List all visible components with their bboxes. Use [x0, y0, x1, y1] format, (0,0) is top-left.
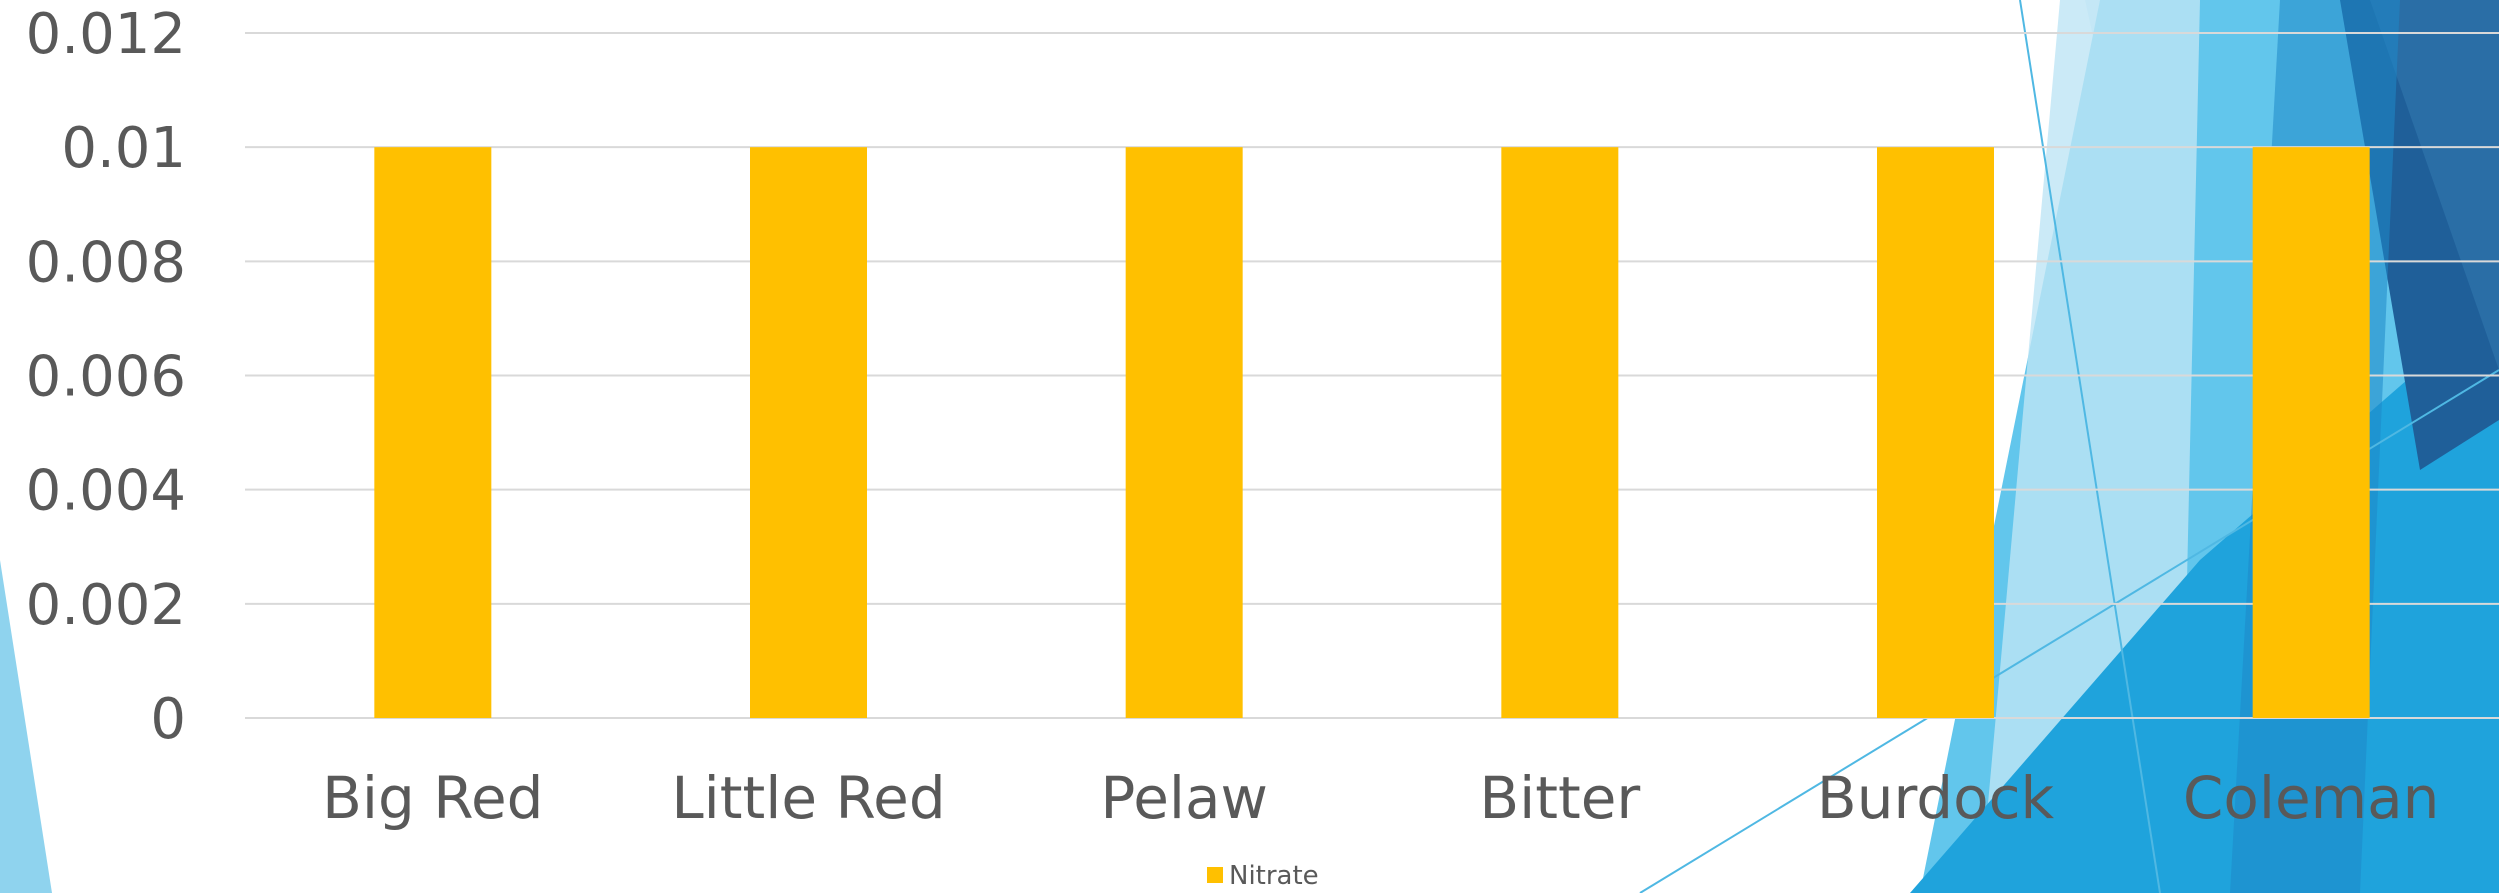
y-tick-label: 0 — [150, 687, 186, 752]
x-tick-label: Coleman — [2183, 764, 2440, 832]
x-axis-tick-labels: Big Red Little Red Pelaw Bitter Burdock Colem… — [322, 764, 2439, 832]
y-tick-label: 0.002 — [26, 573, 186, 638]
decor-left-sliver — [0, 560, 52, 893]
legend-label-nitrate: Nitrate — [1229, 861, 1319, 891]
x-tick-label: Pelaw — [1100, 764, 1268, 832]
y-tick-label: 0.006 — [26, 345, 186, 410]
bar — [1501, 147, 1619, 718]
y-tick-label: 0.004 — [26, 459, 186, 524]
y-axis-tick-labels: 0 0.002 0.004 0.006 0.008 0.01 0.012 — [26, 2, 186, 752]
bar — [750, 147, 867, 718]
y-tick-label: 0.012 — [26, 2, 186, 67]
bars — [374, 147, 2370, 718]
bar — [2252, 147, 2370, 718]
legend-swatch-nitrate — [1207, 867, 1223, 883]
x-tick-label: Big Red — [322, 764, 543, 832]
bar — [374, 147, 492, 718]
y-tick-label: 0.008 — [26, 230, 186, 295]
gridlines — [245, 32, 2499, 719]
bar — [1125, 147, 1243, 718]
x-tick-label: Bitter — [1479, 764, 1640, 832]
legend: Nitrate — [1207, 861, 1319, 891]
decor-thin-line-1 — [2019, 0, 2161, 893]
x-tick-label: Little Red — [671, 764, 945, 832]
decor-dark-band — [2370, 0, 2499, 370]
x-tick-label: Burdock — [1817, 764, 2055, 832]
y-tick-label: 0.01 — [61, 116, 186, 181]
bar — [1877, 147, 1994, 718]
